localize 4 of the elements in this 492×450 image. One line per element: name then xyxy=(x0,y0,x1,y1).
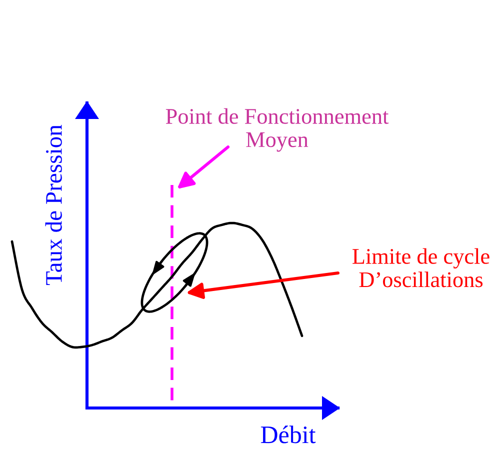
text: Point de Fonctionnement Moyen xyxy=(166,108,389,152)
text: Limite de cycle D’oscillations xyxy=(352,248,490,288)
y-axis-title: Taux de Pression xyxy=(45,124,62,286)
x-axis-title: Débit xyxy=(260,426,316,444)
